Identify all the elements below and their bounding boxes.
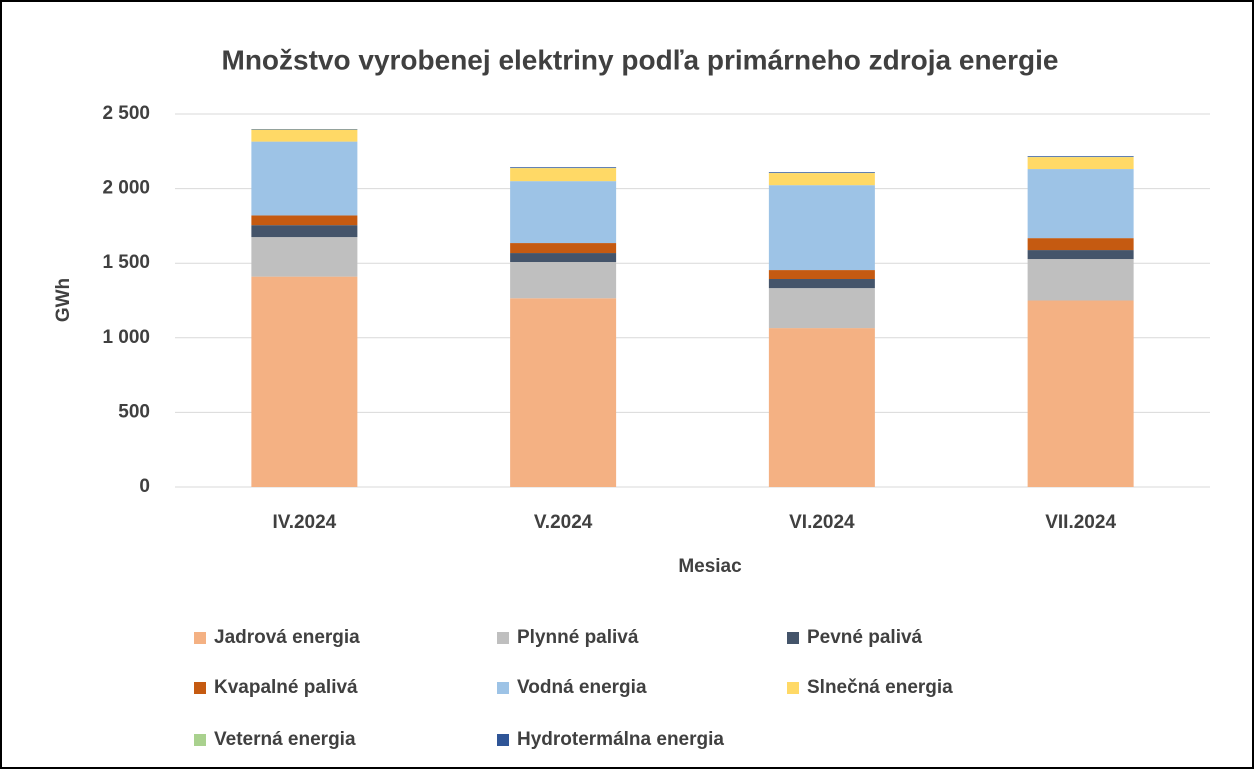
- y-tick-label: 1 500: [102, 252, 150, 273]
- x-tick-label: IV.2024: [272, 512, 336, 533]
- bar-segment: [510, 298, 617, 487]
- y-axis-title: GWh: [53, 278, 74, 322]
- legend-swatch: [194, 632, 206, 644]
- legend-label: Veterná energia: [214, 729, 356, 750]
- legend-swatch: [497, 632, 509, 644]
- bar-segment: [768, 173, 875, 186]
- bar-segment: [510, 168, 617, 182]
- y-tick-label: 0: [139, 476, 150, 497]
- bar-segment: [1027, 259, 1134, 301]
- bar-segment: [1027, 156, 1134, 157]
- legend-label: Pevné palivá: [807, 627, 923, 648]
- bar-segment: [510, 262, 617, 299]
- legend-swatch: [787, 682, 799, 694]
- bar-segment: [1027, 238, 1134, 251]
- legend-swatch: [194, 734, 206, 746]
- legend-swatch: [194, 682, 206, 694]
- x-axis-title: Mesiac: [678, 556, 742, 577]
- y-tick-label: 500: [118, 401, 150, 422]
- legend-label: Slnečná energia: [807, 677, 953, 698]
- y-tick-label: 2 000: [102, 178, 150, 199]
- bar-segment: [768, 270, 875, 280]
- x-tick-label: VI.2024: [789, 512, 855, 533]
- chart-title: Množstvo vyrobenej elektriny podľa primá…: [222, 44, 1059, 75]
- bar-segment: [251, 276, 358, 487]
- bar-segment: [251, 141, 358, 216]
- bar-segment: [768, 288, 875, 329]
- y-tick-label: 1 000: [102, 327, 150, 348]
- x-tick-label: VII.2024: [1045, 512, 1116, 533]
- bar-segment: [768, 328, 875, 487]
- bar-segment: [251, 237, 358, 277]
- bar-segment: [1027, 300, 1134, 487]
- bar-segment: [768, 185, 875, 271]
- legend-label: Plynné palivá: [517, 627, 639, 648]
- bar-segment: [251, 129, 358, 142]
- bar-segment: [510, 181, 617, 244]
- legend-label: Jadrová energia: [214, 627, 360, 648]
- x-tick-label: V.2024: [534, 512, 593, 533]
- y-tick-label: 2 500: [102, 103, 150, 124]
- bar-segment: [1027, 169, 1134, 239]
- legend-label: Vodná energia: [517, 677, 647, 698]
- legend-label: Kvapalné palivá: [214, 677, 358, 698]
- bar-segment: [768, 279, 875, 289]
- bar-segment: [510, 167, 617, 169]
- legend-swatch: [497, 682, 509, 694]
- bar-segment: [768, 172, 875, 173]
- bar-segment: [510, 243, 617, 254]
- bar-segment: [251, 225, 358, 238]
- bar-segment: [251, 215, 358, 226]
- bar-segment: [1027, 157, 1134, 170]
- bar-segment: [1027, 250, 1134, 260]
- bar-segment: [510, 253, 617, 263]
- legend-swatch: [497, 734, 509, 746]
- legend-label: Hydrotermálna energia: [517, 729, 724, 750]
- legend-swatch: [787, 632, 799, 644]
